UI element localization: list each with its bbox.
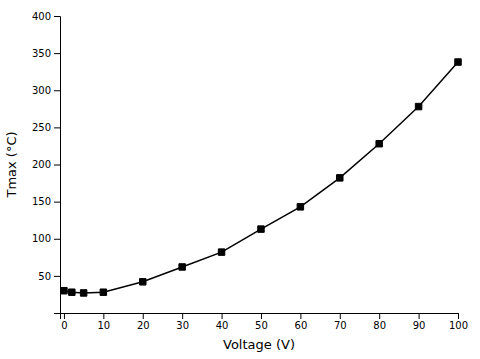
y-axis-tick: 200 xyxy=(32,159,60,170)
point xyxy=(337,175,343,181)
x-axis-line xyxy=(61,314,459,320)
x-axis-tick-label: 0 xyxy=(61,320,67,331)
chart: 0 10 20 30 40 50 60 70 80 90 100 50 100 150 200 250 300 3… xyxy=(0,0,480,359)
x-axis-tick-label: 70 xyxy=(334,320,347,331)
y-axis-tick: 350 xyxy=(32,48,60,59)
x-axis-tick: 70 xyxy=(334,313,347,331)
x-axis-tick: 20 xyxy=(137,313,150,331)
y-axis-tick: 50 xyxy=(38,271,60,282)
y-axis-tick-label: 200 xyxy=(32,159,51,170)
x-axis-tick-mark xyxy=(419,313,420,319)
point xyxy=(69,289,75,295)
x-axis-tick: 30 xyxy=(176,313,189,331)
y-axis-tick-label: 50 xyxy=(38,271,51,282)
y-axis-tick: 300 xyxy=(32,85,60,96)
point xyxy=(415,103,421,109)
x-axis-tick-mark xyxy=(458,313,459,319)
point xyxy=(100,289,106,295)
y-axis-tick-mark xyxy=(54,165,60,166)
x-axis-tick-mark xyxy=(182,313,183,319)
x-axis-tick-mark xyxy=(379,313,380,319)
x-axis-tick-mark xyxy=(261,313,262,319)
x-axis-tick-label: 20 xyxy=(137,320,150,331)
plot: 0 10 20 30 40 50 60 70 80 90 100 50 100 150 200 250 300 3… xyxy=(32,11,468,331)
x-axis-tick: 50 xyxy=(255,313,268,331)
y-axis-tick-label: 300 xyxy=(32,85,51,96)
y-axis-tick: 400 xyxy=(32,11,60,22)
x-axis-tick-mark xyxy=(64,313,65,319)
y-axis-tick-mark xyxy=(54,53,60,54)
line xyxy=(64,62,458,293)
y-axis-tick-mark xyxy=(54,16,60,17)
y-axis-tick-mark xyxy=(54,202,60,203)
point xyxy=(376,140,382,146)
x-axis-tick-label: 10 xyxy=(97,320,110,331)
x-axis-tick: 80 xyxy=(373,313,386,331)
point xyxy=(61,287,67,293)
x-axis-tick: 90 xyxy=(413,313,426,331)
x-axis-tick-label: 30 xyxy=(176,320,189,331)
point xyxy=(218,249,224,255)
point xyxy=(140,279,146,285)
y-axis-tick-mark xyxy=(54,127,60,128)
x-axis-tick: 60 xyxy=(295,313,308,331)
x-axis-tick-mark xyxy=(103,313,104,319)
point xyxy=(258,226,264,232)
x-axis-tick: 10 xyxy=(97,313,110,331)
y-axis-tick-label: 400 xyxy=(32,11,51,22)
marks xyxy=(61,59,462,296)
point xyxy=(455,59,461,65)
y-axis-tick-mark xyxy=(54,239,60,240)
y-axis-tick-label: 150 xyxy=(32,196,51,207)
x-axis: 0 10 20 30 40 50 60 70 80 90 100 xyxy=(61,313,469,331)
x-axis-tick-label: 100 xyxy=(449,320,468,331)
x-axis-tick-label: 90 xyxy=(413,320,426,331)
x-axis-tick-mark xyxy=(143,313,144,319)
x-axis-tick: 0 xyxy=(61,313,67,331)
y-axis-title: Tmax (°C) xyxy=(4,131,19,198)
y-axis-tick: 250 xyxy=(32,122,60,133)
point xyxy=(80,290,86,296)
x-axis-tick: 100 xyxy=(449,313,468,331)
y-axis-tick-mark xyxy=(54,90,60,91)
y-axis-line xyxy=(54,17,61,314)
x-axis-tick: 40 xyxy=(216,313,229,331)
y-axis-tick-mark xyxy=(54,276,60,277)
point xyxy=(297,204,303,210)
y-axis-tick-label: 350 xyxy=(32,48,51,59)
y-axis-tick: 150 xyxy=(32,196,60,207)
x-axis-tick-mark xyxy=(300,313,301,319)
y-axis: 50 100 150 200 250 300 350 400 xyxy=(32,11,61,314)
y-axis-tick-label: 100 xyxy=(32,233,51,244)
x-axis-tick-mark xyxy=(340,313,341,319)
x-axis-tick-mark xyxy=(222,313,223,319)
x-axis-title: Voltage (V) xyxy=(223,337,295,352)
point xyxy=(179,264,185,270)
y-axis-tick: 100 xyxy=(32,233,60,244)
y-axis-tick-label: 250 xyxy=(32,122,51,133)
x-axis-tick-label: 60 xyxy=(295,320,308,331)
x-axis-tick-label: 50 xyxy=(255,320,268,331)
x-axis-tick-label: 40 xyxy=(216,320,229,331)
x-axis-tick-label: 80 xyxy=(373,320,386,331)
